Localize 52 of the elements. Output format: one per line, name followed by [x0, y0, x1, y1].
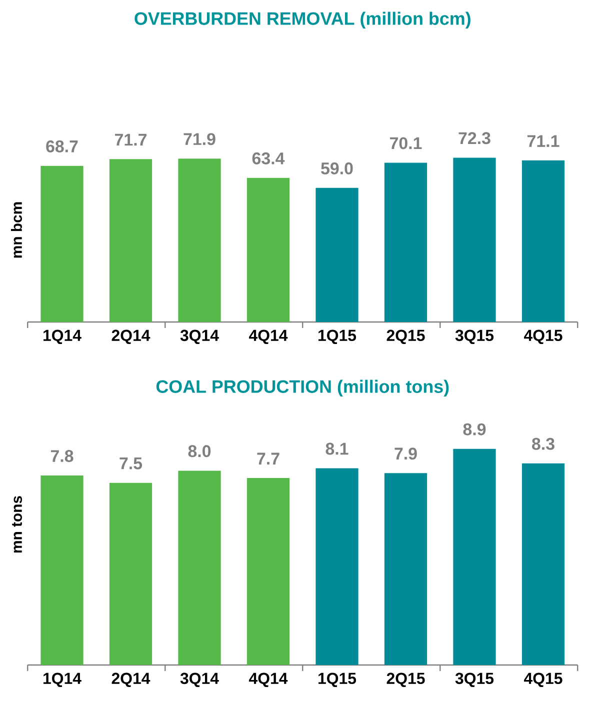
bar [40, 166, 84, 322]
x-tick-label: 2Q15 [386, 330, 425, 344]
y-axis-title: mn tons [12, 496, 22, 553]
x-tick-label: 4Q14 [248, 330, 288, 344]
data-label: 59.0 [321, 162, 353, 174]
bar [246, 178, 290, 322]
data-label: 71.1 [527, 135, 560, 147]
x-tick-label: 4Q15 [524, 330, 562, 344]
bar [384, 162, 428, 322]
data-label: 71.9 [184, 133, 216, 146]
data-label: 68.7 [46, 140, 78, 152]
x-tick-label: 3Q15 [455, 330, 494, 344]
x-tick-label: 4Q15 [524, 672, 562, 688]
data-label: 7.9 [394, 448, 417, 460]
bar [453, 158, 496, 322]
bar [316, 468, 358, 665]
data-label: 7.5 [120, 457, 142, 470]
data-label: 8.9 [463, 423, 486, 436]
bar [178, 470, 221, 665]
data-label: 63.4 [252, 152, 285, 164]
x-tick-label: 2Q14 [112, 672, 150, 688]
bar [522, 463, 565, 665]
bar [109, 159, 152, 322]
x-tick-label: 1Q15 [318, 672, 356, 688]
bar [316, 188, 358, 322]
data-label: 72.3 [458, 132, 490, 144]
bar [178, 158, 221, 322]
y-axis-title: mn bcm [11, 202, 22, 258]
x-tick-label: 1Q14 [44, 672, 82, 688]
bar [40, 476, 84, 665]
data-label: 8.3 [532, 438, 554, 450]
data-label: 71.7 [115, 134, 146, 146]
chart-title: COAL PRODUCTION (million tons) [156, 380, 449, 396]
bar [246, 478, 290, 665]
data-label: 70.1 [390, 137, 422, 150]
x-tick-label: 4Q14 [248, 672, 288, 688]
x-tick-label: 3Q14 [180, 672, 219, 688]
bar [384, 473, 428, 665]
x-tick-label: 2Q14 [112, 330, 150, 344]
x-tick-label: 2Q15 [386, 672, 425, 688]
data-label: 8.0 [188, 445, 211, 458]
x-tick-label: 1Q14 [44, 330, 82, 344]
data-label: 7.7 [257, 452, 280, 464]
x-tick-label: 1Q15 [318, 330, 356, 344]
bar [109, 482, 152, 665]
bar [522, 160, 565, 322]
data-label: 8.1 [326, 442, 348, 455]
x-tick-label: 3Q15 [455, 672, 494, 688]
chart-title: OVERBURDEN REMOVAL (million bcm) [134, 12, 470, 28]
x-tick-label: 3Q14 [180, 330, 219, 344]
data-label: 7.8 [50, 450, 74, 462]
bar [453, 448, 496, 665]
